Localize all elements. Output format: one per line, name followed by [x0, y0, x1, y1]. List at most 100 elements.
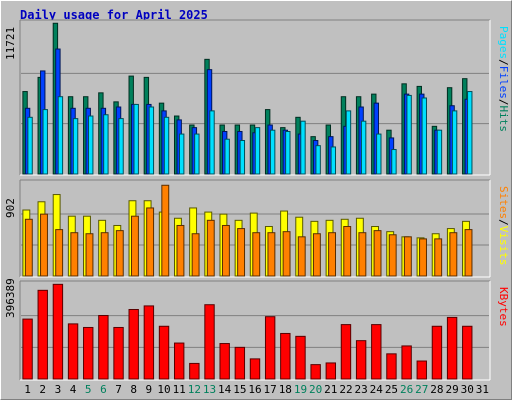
bar-pages-23 [360, 120, 367, 175]
chart-title: Daily usage for April 2025 [20, 8, 208, 22]
x-tick-12: 12 [188, 383, 201, 396]
x-tick-29: 29 [445, 383, 458, 396]
bar-sites-5 [85, 233, 94, 277]
bar-pages-14 [224, 138, 230, 175]
bar-kbytes-22 [340, 324, 352, 380]
bar-sites-11 [176, 224, 185, 277]
bar-kbytes-19 [295, 335, 306, 380]
series-label-part-top-2: Files [497, 66, 510, 99]
bar-sites-18 [282, 231, 291, 277]
ymax-label-middle: 902 [4, 198, 17, 218]
x-tick-20: 20 [309, 383, 322, 396]
x-tick-14: 14 [218, 383, 232, 396]
x-tick-2: 2 [39, 383, 46, 396]
bar-pages-1 [27, 116, 33, 175]
x-tick-28: 28 [430, 383, 443, 396]
x-tick-10: 10 [157, 383, 170, 396]
x-tick-16: 16 [248, 383, 261, 396]
bar-sites-24 [373, 230, 382, 277]
bar-sites-21 [328, 232, 337, 277]
x-tick-27: 27 [415, 383, 428, 396]
bar-sites-20 [312, 233, 321, 277]
bar-kbytes-18 [280, 332, 291, 380]
bar-sites-16 [252, 232, 261, 277]
bar-kbytes-14 [219, 343, 230, 380]
bar-kbytes-17 [264, 316, 276, 380]
bar-pages-30 [467, 91, 473, 175]
bar-kbytes-12 [189, 362, 200, 380]
bar-pages-22 [345, 110, 352, 175]
bar-kbytes-1 [22, 318, 33, 380]
series-label-middle: Sites/Visits [497, 186, 510, 266]
bar-pages-18 [285, 130, 291, 175]
x-tick-26: 26 [400, 383, 413, 396]
x-tick-23: 23 [355, 383, 368, 396]
bar-pages-10 [163, 116, 170, 175]
series-label-part-middle-1: / [497, 219, 510, 226]
bar-kbytes-11 [173, 342, 185, 380]
bar-pages-11 [178, 133, 185, 175]
x-tick-22: 22 [339, 383, 352, 396]
bar-kbytes-16 [249, 358, 261, 380]
bar-pages-6 [103, 114, 109, 175]
bar-sites-22 [343, 226, 352, 277]
bar-pages-7 [118, 118, 124, 175]
bar-pages-25 [391, 149, 397, 175]
bar-kbytes-23 [355, 340, 367, 380]
x-tick-17: 17 [264, 383, 277, 396]
series-label-part-top-0: Pages [497, 26, 510, 59]
bar-pages-28 [436, 129, 443, 175]
ymax-label-bottom: 396389 [4, 278, 17, 318]
bar-sites-29 [449, 232, 458, 277]
bar-sites-2 [40, 213, 48, 277]
bar-sites-1 [24, 218, 33, 277]
series-label-part-top-3: / [497, 99, 510, 106]
bar-sites-13 [206, 219, 215, 277]
bar-pages-2 [42, 109, 48, 175]
bar-pages-20 [315, 145, 321, 175]
bar-kbytes-25 [386, 353, 397, 380]
bar-kbytes-13 [204, 304, 215, 380]
x-tick-11: 11 [173, 383, 186, 396]
bar-sites-6 [100, 232, 109, 277]
x-tick-31: 31 [476, 383, 489, 396]
bar-sites-7 [115, 230, 124, 277]
x-tick-6: 6 [100, 383, 107, 396]
bar-sites-15 [237, 228, 246, 277]
bar-kbytes-15 [234, 346, 246, 380]
bar-sites-12 [191, 233, 200, 277]
bar-kbytes-7 [113, 326, 124, 380]
bar-kbytes-4 [67, 323, 79, 380]
x-tick-21: 21 [324, 383, 337, 396]
bar-kbytes-8 [128, 308, 139, 380]
bar-pages-9 [148, 106, 155, 175]
x-tick-9: 9 [146, 383, 153, 396]
bar-sites-14 [221, 224, 230, 277]
bar-pages-27 [421, 97, 427, 175]
x-tick-25: 25 [385, 383, 398, 396]
bar-kbytes-21 [325, 362, 337, 380]
x-tick-3: 3 [55, 383, 62, 396]
bar-pages-5 [88, 115, 94, 175]
bar-kbytes-28 [431, 325, 443, 380]
series-label-bottom: KBytes [497, 287, 510, 327]
bar-sites-27 [419, 238, 427, 277]
bar-pages-26 [406, 94, 412, 175]
bar-sites-10 [161, 184, 170, 277]
series-label-part-middle-2: Visits [497, 226, 510, 266]
series-label-part-bottom-0: KBytes [497, 287, 510, 327]
bar-kbytes-29 [446, 316, 458, 380]
bar-pages-17 [269, 129, 276, 175]
bar-kbytes-27 [416, 360, 427, 380]
bar-pages-15 [239, 140, 246, 175]
bar-pages-4 [72, 118, 79, 175]
x-tick-5: 5 [85, 383, 92, 396]
bar-kbytes-9 [143, 305, 155, 380]
x-tick-1: 1 [24, 383, 31, 396]
bar-pages-12 [194, 133, 200, 175]
bar-kbytes-6 [98, 314, 109, 380]
bar-sites-26 [403, 236, 412, 277]
bar-sites-8 [131, 215, 139, 277]
ymax-label-top: 11721 [4, 27, 17, 60]
